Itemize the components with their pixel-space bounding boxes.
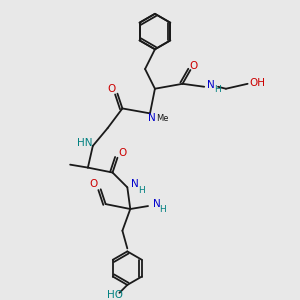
Text: OH: OH — [250, 78, 266, 88]
Text: Me: Me — [157, 114, 169, 123]
Text: O: O — [107, 84, 116, 94]
Text: HN: HN — [77, 138, 93, 148]
Text: H: H — [159, 206, 166, 214]
Text: N: N — [153, 199, 161, 209]
Text: N: N — [207, 80, 215, 90]
Text: H: H — [138, 186, 145, 195]
Text: H: H — [214, 85, 220, 94]
Text: O: O — [189, 61, 197, 71]
Text: O: O — [90, 179, 98, 189]
Text: O: O — [118, 148, 127, 158]
Text: HO: HO — [107, 290, 124, 300]
Text: N: N — [148, 113, 156, 123]
Text: N: N — [131, 179, 139, 189]
